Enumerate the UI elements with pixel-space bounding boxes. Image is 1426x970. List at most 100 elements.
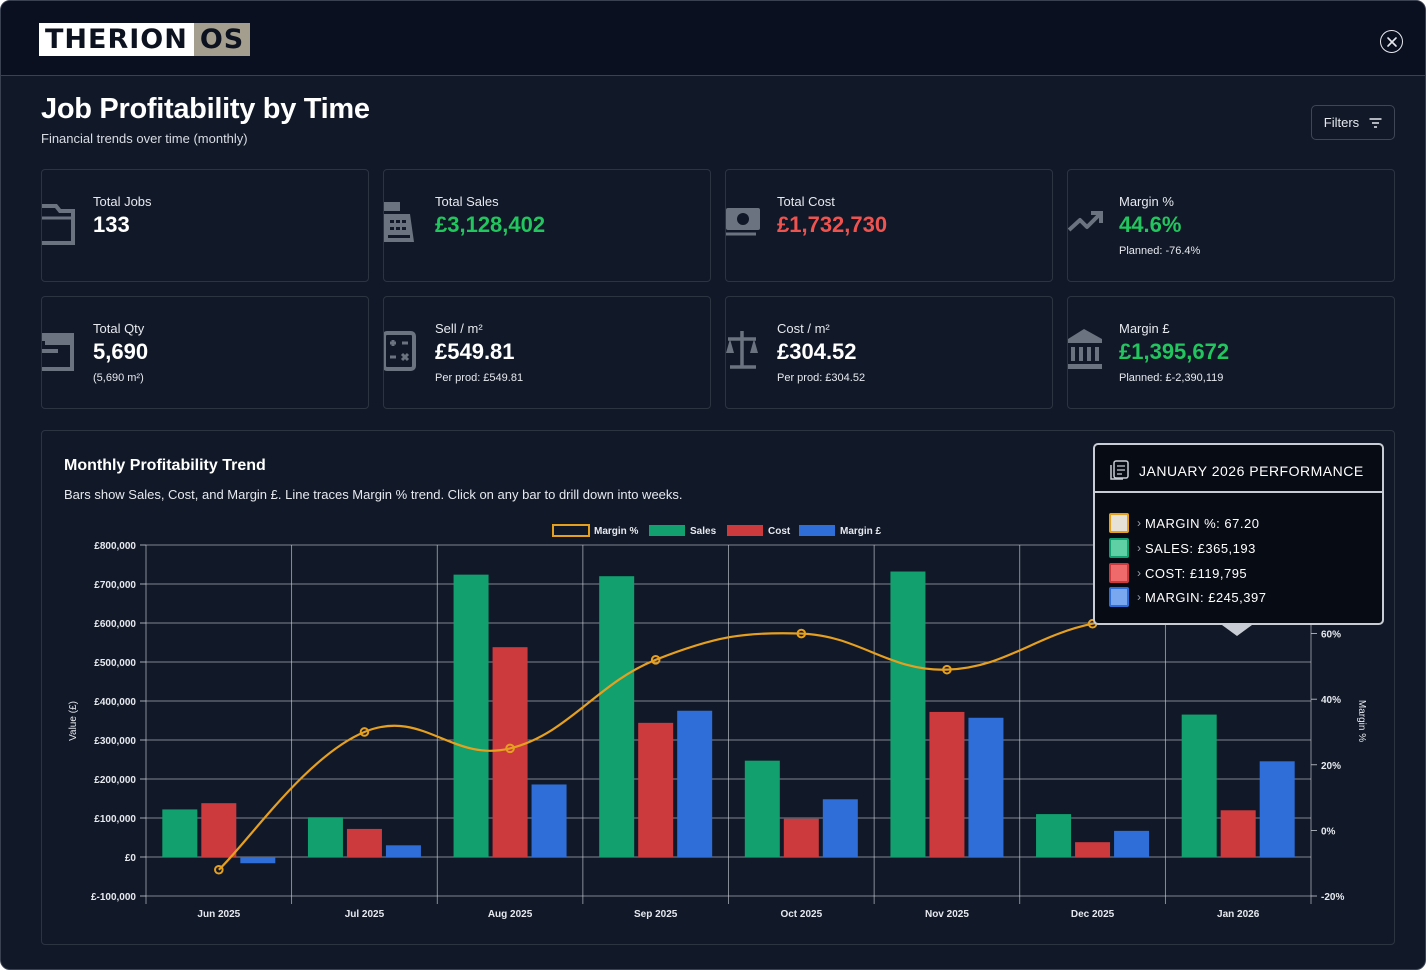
bar-sales [307,817,343,857]
bar-margin- [677,710,713,857]
y-tick-label: £700,000 [94,580,136,591]
y2-tick-label: -20% [1321,892,1344,903]
bar-sales [1181,714,1217,857]
y-tick-label: £500,000 [94,658,136,669]
kpi-value: 5,690 [93,339,149,364]
filters-label: Filters [1323,115,1360,130]
bar-sales [162,809,198,857]
calculator-icon [384,331,416,371]
kpi-label: Sell / m² [435,321,483,336]
tooltip-row-label: SALES: £365,193 [1145,540,1256,556]
bar-sales [744,760,780,857]
tooltip-row-label: COST: £119,795 [1145,565,1248,581]
legend-swatch [799,525,835,536]
kpi-label: Total Jobs [93,194,152,209]
kpi-label: Total Cost [777,194,835,209]
kpi-card-total-jobs: Total Jobs 133 [41,169,369,282]
bar-margin- [1259,761,1295,857]
bar-margin- [240,857,276,864]
kpi-card-total-sales: Total Sales £3,128,402 [383,169,711,282]
margin-pct-point [650,655,661,665]
tooltip-title: JANUARY 2026 PERFORMANCE [1139,463,1364,479]
bar-sales [453,574,489,857]
bar-cost [638,722,674,857]
kpi-label: Margin % [1119,194,1174,209]
x-tick-label: Jul 2025 [345,909,385,920]
legend-swatch [727,525,763,536]
tooltip-row-margin: › MARGIN: £245,397 [1109,587,1266,607]
bar-cost [201,803,237,857]
close-icon [1386,36,1397,47]
document-icon [1110,460,1129,480]
bar-cost [929,711,965,857]
kpi-value: 133 [93,212,130,237]
y-tick-label: £400,000 [94,697,136,708]
top-bar: THERION OS [1,1,1425,76]
bar-margin- [531,784,567,857]
tooltip-row-margin-pct: › MARGIN %: 67.20 [1109,513,1259,533]
bar-sales [890,571,926,857]
y-tick-label: £300,000 [94,736,136,747]
x-tick-label: Aug 2025 [488,909,533,920]
tooltip-row-cost: › COST: £119,795 [1109,563,1247,583]
kpi-card-margin-gbp: Margin £ £1,395,672 Planned: £-2,390,119 [1067,296,1395,409]
legend-label: Sales [690,526,717,537]
legend-label: Margin % [594,526,639,537]
logo-text-right: OS [193,23,251,56]
bar-margin- [822,799,858,857]
chart-title: Monthly Profitability Trend [64,457,266,474]
money-icon [726,208,760,236]
kpi-label: Total Sales [435,194,499,209]
y2-tick-label: 20% [1321,761,1341,772]
logo-text-left: THERION [39,23,194,56]
chart-tooltip: JANUARY 2026 PERFORMANCE › MARGIN %: 67.… [1093,443,1384,625]
kpi-label: Margin £ [1119,321,1170,336]
chart-subtitle: Bars show Sales, Cost, and Margin £. Lin… [64,487,683,502]
y-tick-label: £800,000 [94,541,136,552]
margin-pct-point [214,864,224,875]
chevron-right-icon: › [1137,590,1141,604]
trend-up-icon [1068,211,1103,232]
y2-axis-title: Margin % [1356,700,1367,742]
bar-cost [346,828,382,857]
kpi-label: Total Qty [93,321,145,336]
kpi-label: Cost / m² [777,321,830,336]
bank-icon [1068,329,1102,369]
x-tick-label: Nov 2025 [925,909,969,920]
y-tick-label: £200,000 [94,775,136,786]
x-tick-label: Oct 2025 [780,909,822,920]
kpi-card-cost-m2: Cost / m² £304.52 Per prod: £304.52 [725,296,1053,409]
chevron-right-icon: › [1137,516,1141,530]
filters-button[interactable]: Filters [1311,105,1395,140]
page-title: Job Profitability by Time [41,93,370,125]
margin-pct-point [505,743,515,754]
legend-swatch [649,525,685,536]
tooltip-row-label: MARGIN %: 67.20 [1145,515,1260,531]
kpi-value: £304.52 [777,339,857,364]
margin-pct-point [359,727,370,737]
x-tick-label: Sep 2025 [634,909,678,920]
y-axis-title: Value (£) [68,701,79,741]
kpi-value: £1,732,730 [777,212,888,237]
box-icon [42,333,74,371]
scale-icon [726,331,758,369]
y-tick-label: £0 [125,853,137,864]
close-button[interactable] [1380,30,1403,53]
tooltip-row-label: MARGIN: £245,397 [1145,589,1267,605]
kpi-sub: Per prod: £304.52 [777,372,866,384]
kpi-card-total-cost: Total Cost £1,732,730 [725,169,1053,282]
legend-label: Margin £ [840,526,882,537]
kpi-sub: Planned: -76.4% [1119,245,1201,257]
swatch-margin [1109,587,1129,607]
bar-cost [1220,810,1256,857]
kpi-value: 44.6% [1119,212,1182,237]
logo: THERION OS [39,23,251,56]
chevron-right-icon: › [1137,541,1141,555]
kpi-card-total-qty: Total Qty 5,690 (5,690 m²) [41,296,369,409]
y2-tick-label: 0% [1321,826,1336,837]
cash-register-icon [384,202,414,242]
swatch-sales [1109,538,1129,558]
tooltip-row-sales: › SALES: £365,193 [1109,538,1256,558]
y-tick-label: £-100,000 [91,892,136,903]
